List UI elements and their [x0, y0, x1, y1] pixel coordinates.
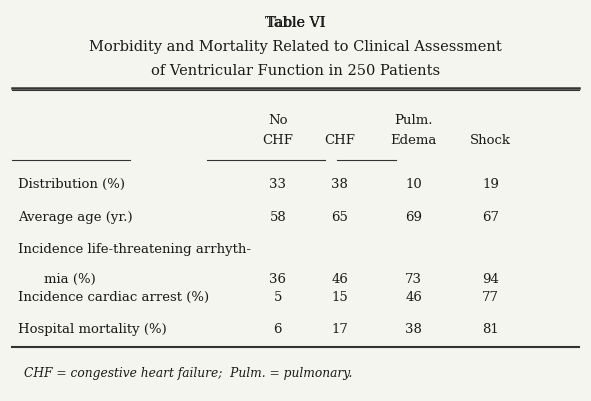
Text: Average age (yr.): Average age (yr.) — [18, 211, 132, 223]
Text: Table VI: Table VI — [265, 16, 326, 30]
Text: 65: 65 — [332, 211, 348, 223]
Text: 94: 94 — [482, 273, 499, 286]
Text: CHF: CHF — [262, 134, 293, 147]
Text: of Ventricular Function in 250 Patients: of Ventricular Function in 250 Patients — [151, 64, 440, 78]
Text: 38: 38 — [405, 323, 422, 336]
Text: Distribution (%): Distribution (%) — [18, 178, 125, 191]
Text: No: No — [268, 114, 287, 127]
Text: 6: 6 — [274, 323, 282, 336]
Text: 58: 58 — [269, 211, 286, 223]
Text: CHF: CHF — [324, 134, 355, 147]
Text: 73: 73 — [405, 273, 422, 286]
Text: 46: 46 — [405, 291, 422, 304]
Text: 15: 15 — [332, 291, 348, 304]
Text: CHF = congestive heart failure;  Pulm. = pulmonary.: CHF = congestive heart failure; Pulm. = … — [24, 367, 352, 380]
Text: Incidence cardiac arrest (%): Incidence cardiac arrest (%) — [18, 291, 209, 304]
Text: Incidence life-threatening arrhyth-: Incidence life-threatening arrhyth- — [18, 243, 251, 255]
Text: 10: 10 — [405, 178, 422, 191]
Text: 36: 36 — [269, 273, 286, 286]
Text: 81: 81 — [482, 323, 499, 336]
Text: Pulm.: Pulm. — [394, 114, 433, 127]
Text: Shock: Shock — [470, 134, 511, 147]
Text: 5: 5 — [274, 291, 282, 304]
Text: 67: 67 — [482, 211, 499, 223]
Text: mia (%): mia (%) — [44, 273, 96, 286]
Text: 69: 69 — [405, 211, 422, 223]
Text: Edema: Edema — [391, 134, 437, 147]
Text: 17: 17 — [332, 323, 348, 336]
Text: Table VI: Table VI — [267, 16, 324, 30]
Text: Morbidity and Mortality Related to Clinical Assessment: Morbidity and Mortality Related to Clini… — [89, 40, 502, 54]
Text: 38: 38 — [332, 178, 348, 191]
Text: 19: 19 — [482, 178, 499, 191]
Text: 77: 77 — [482, 291, 499, 304]
Text: Hospital mortality (%): Hospital mortality (%) — [18, 323, 167, 336]
Text: 33: 33 — [269, 178, 286, 191]
Text: 46: 46 — [332, 273, 348, 286]
